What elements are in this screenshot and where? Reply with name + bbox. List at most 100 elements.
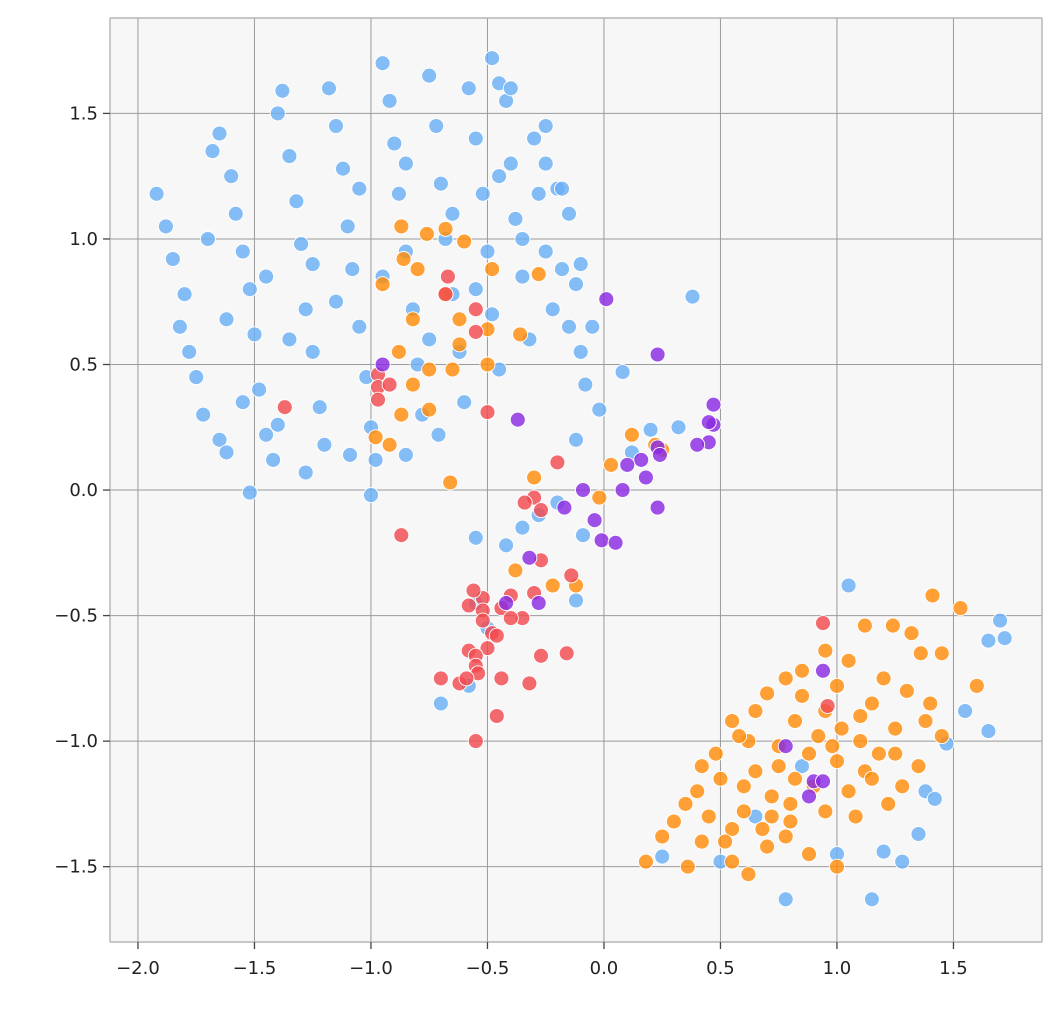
data-point xyxy=(689,436,706,453)
data-point xyxy=(903,625,920,642)
data-point xyxy=(777,828,794,845)
data-point xyxy=(894,853,911,870)
data-point xyxy=(467,529,484,546)
data-point xyxy=(584,318,601,335)
data-point xyxy=(563,567,580,584)
data-point xyxy=(488,708,505,724)
data-point xyxy=(614,364,631,380)
data-point xyxy=(442,474,459,491)
data-point xyxy=(568,431,584,448)
y-tick-label: −1.5 xyxy=(54,857,98,878)
data-point xyxy=(509,411,526,428)
data-point xyxy=(390,343,407,360)
data-point xyxy=(591,489,608,506)
data-point xyxy=(980,723,997,740)
plot-background xyxy=(110,18,1042,942)
data-point xyxy=(603,456,619,473)
data-point xyxy=(537,118,554,134)
data-point xyxy=(479,640,496,657)
data-point xyxy=(614,482,631,498)
data-point xyxy=(498,595,515,611)
data-point xyxy=(507,562,524,579)
data-point xyxy=(815,615,831,632)
data-point xyxy=(404,311,421,328)
data-point xyxy=(430,426,447,443)
data-point xyxy=(488,627,505,644)
data-point xyxy=(763,808,780,825)
data-point xyxy=(637,469,654,486)
data-point xyxy=(437,220,454,237)
data-points xyxy=(148,50,1013,908)
data-point xyxy=(740,866,757,883)
data-point xyxy=(575,527,591,544)
data-point xyxy=(437,286,454,303)
data-point xyxy=(397,155,414,172)
data-point xyxy=(533,502,549,519)
data-point xyxy=(556,499,573,516)
data-point xyxy=(700,414,717,431)
x-axis-ticks: −2.0 −1.5 −1.0 −0.5 0.0 0.5 1.0 1.5 xyxy=(116,942,968,979)
data-point xyxy=(374,356,391,373)
data-point xyxy=(521,675,538,692)
data-point xyxy=(491,168,508,185)
data-point xyxy=(677,795,694,812)
data-point xyxy=(922,695,939,712)
data-point xyxy=(157,218,174,235)
data-point xyxy=(227,205,244,222)
data-point xyxy=(801,846,817,863)
data-point xyxy=(593,532,610,549)
data-point xyxy=(297,464,314,481)
data-point xyxy=(451,336,468,353)
data-point xyxy=(251,381,268,398)
data-point xyxy=(274,82,291,99)
data-point xyxy=(651,446,668,463)
y-tick-label: 1.0 xyxy=(69,229,98,250)
data-point xyxy=(649,346,666,363)
data-point xyxy=(465,582,482,599)
data-point xyxy=(840,577,857,594)
data-point xyxy=(395,251,412,267)
data-point xyxy=(421,331,438,348)
data-point xyxy=(863,695,880,712)
data-point xyxy=(370,391,386,408)
data-point xyxy=(554,261,570,278)
data-point xyxy=(381,436,398,453)
data-point xyxy=(474,185,491,202)
data-point xyxy=(572,343,589,360)
data-point xyxy=(484,50,501,67)
data-point xyxy=(351,318,368,335)
data-point xyxy=(689,783,706,800)
data-point xyxy=(801,745,817,762)
data-point xyxy=(288,193,305,210)
data-point xyxy=(269,416,286,433)
x-tick-label: 0.5 xyxy=(706,958,735,979)
data-point xyxy=(917,713,934,729)
data-point xyxy=(530,266,547,283)
data-point xyxy=(537,155,554,172)
data-point xyxy=(390,185,407,202)
data-point xyxy=(456,394,473,411)
y-axis-ticks: −1.5 −1.0 −0.5 0.0 0.5 1.0 1.5 xyxy=(54,103,110,878)
data-point xyxy=(293,236,310,252)
data-point xyxy=(258,268,275,285)
data-point xyxy=(148,185,165,202)
data-point xyxy=(281,331,298,348)
data-point xyxy=(829,677,845,694)
data-point xyxy=(577,376,594,393)
data-point xyxy=(335,160,351,177)
data-point xyxy=(572,256,589,273)
data-point xyxy=(479,356,496,373)
x-tick-label: 0.0 xyxy=(590,958,619,979)
data-point xyxy=(642,421,659,438)
data-point xyxy=(507,210,524,227)
data-point xyxy=(181,343,198,360)
data-point xyxy=(619,456,636,473)
data-point xyxy=(444,361,461,378)
data-point xyxy=(502,80,519,97)
data-point xyxy=(852,708,869,724)
data-point xyxy=(815,773,831,790)
data-point xyxy=(561,318,577,335)
data-point xyxy=(479,243,496,260)
data-point xyxy=(591,401,608,418)
data-point xyxy=(493,670,510,687)
